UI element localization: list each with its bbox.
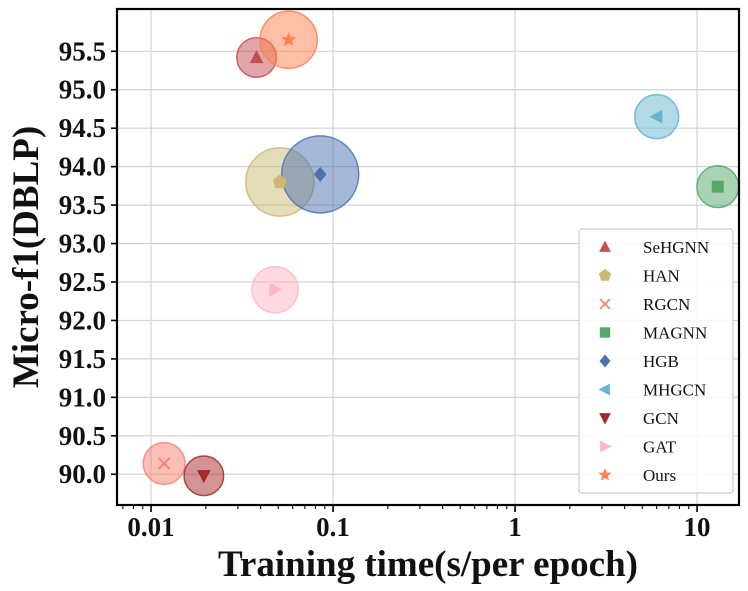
legend-marker-rgcn [599,298,611,310]
legend-marker-han [598,269,612,281]
legend-label-rgcn: RGCN [643,295,690,314]
legend-label-magnn: MAGNN [643,324,707,343]
y-tick-label: 93.0 [59,229,106,259]
legend-label-hgb: HGB [643,352,679,371]
marker-han [272,174,287,189]
marker-sehgnn [249,49,264,64]
legend-marker-mhgcn [598,383,610,396]
y-tick-label: 90.0 [59,459,106,489]
ticks [111,50,698,512]
legend-marker-gat [600,440,612,453]
y-tick-label: 95.5 [59,36,106,66]
legend-label-sehgnn: SeHGNN [643,238,709,257]
x-axis-label: Training time(s/per epoch) [218,544,638,585]
bubbles [142,10,740,497]
y-axis-label: Micro-f1(DBLP) [6,126,47,388]
x-tick-label: 0.01 [127,512,174,542]
x-tick-label: 1 [508,512,522,542]
legend-marker-gcn [599,413,611,425]
y-tick-label: 91.5 [59,344,106,374]
marker-magnn [711,180,724,193]
markers [157,31,724,484]
marker-rgcn [157,457,171,470]
legend-label-ours: Ours [643,466,676,485]
marker-gat [269,282,283,297]
y-tick-label: 94.5 [59,113,106,143]
marker-mhgcn [649,109,663,124]
plot-frame [115,7,741,507]
tick-labels: 0.01 0.1 1 10 90.0 90.5 91.0 91.5 92.0 92.5 93.0 93… [59,36,711,542]
y-tick-label: 93.5 [59,190,106,220]
y-tick-label: 94.0 [59,152,106,182]
legend-label-gcn: GCN [643,409,679,428]
y-tick-label: 90.5 [59,421,106,451]
marker-gcn [197,470,211,484]
legend-marker-magnn [599,327,611,338]
y-tick-label: 92.5 [59,267,106,297]
legend-marker-ours [598,468,612,481]
legend-box [578,228,734,494]
legend-marker-hgb [599,354,611,368]
y-tick-label: 91.0 [59,382,106,412]
x-tick-label: 10 [684,512,711,542]
grid [117,9,739,505]
legend: SeHGNN HAN RGCN MAGNN HGB MHGCN GCN GAT Ours [578,228,734,494]
legend-label-mhgcn: MHGCN [643,381,706,400]
x-tick-label: 0.1 [316,512,350,542]
marker-ours [281,31,297,47]
marker-hgb [313,166,327,182]
y-tick-label: 95.0 [59,75,106,105]
y-tick-label: 92.0 [59,305,106,335]
legend-marker-sehgnn [599,240,611,252]
legend-label-gat: GAT [643,438,677,457]
legend-label-han: HAN [643,267,680,286]
